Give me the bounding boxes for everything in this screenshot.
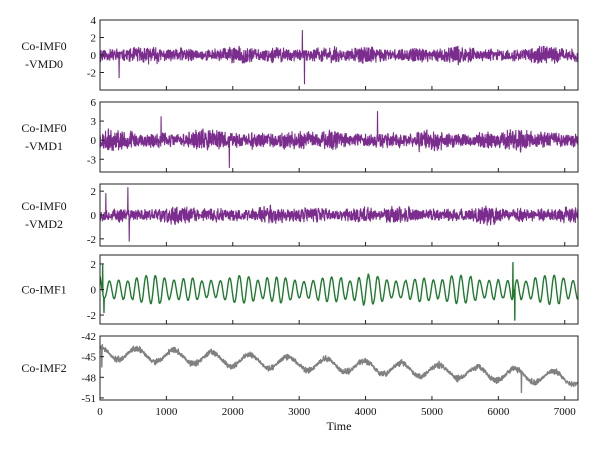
panel-frame-4 xyxy=(99,335,579,401)
series-line-3 xyxy=(100,261,578,321)
panel-label-2-0: Co-IMF0 xyxy=(21,199,66,213)
x-tick-label-1: 1000 xyxy=(155,406,178,418)
panel-frame-1 xyxy=(99,101,579,173)
panel-label-1-1: -VMD1 xyxy=(25,139,63,153)
panel-2: -2 0 2 Co-IMF0 -VMD2 xyxy=(21,183,579,247)
series-line-4 xyxy=(100,343,578,394)
panel-label-0-0: Co-IMF0 xyxy=(21,39,66,53)
series-line-0 xyxy=(100,29,578,85)
x-tick-label-4: 4000 xyxy=(355,406,378,418)
x-axis: 0 1000 2000 3000 4000 5000 6000 7000 xyxy=(97,406,576,418)
y-tick-label-3-2: 2 xyxy=(91,259,97,271)
y-tick-label-0-2: 2 xyxy=(91,33,97,45)
x-tick-label-3: 3000 xyxy=(288,406,311,418)
y-tick-label-1-3: 6 xyxy=(91,97,97,109)
panel-4: -51 -48 -45 -42 Co-IMF2 xyxy=(21,331,579,405)
y-tick-label-2-0: -2 xyxy=(87,234,96,246)
series-line-2 xyxy=(100,187,578,242)
y-tick-label-4-3: -42 xyxy=(81,331,96,343)
y-tick-label-0-0: -2 xyxy=(87,68,96,80)
panel-label-4-0: Co-IMF2 xyxy=(21,361,66,375)
y-tick-label-1-0: -3 xyxy=(87,154,97,166)
x-tick-label-7: 7000 xyxy=(554,406,577,418)
x-tick-label-6: 6000 xyxy=(487,406,510,418)
x-tick-label-2: 2000 xyxy=(222,406,245,418)
y-tick-label-2-1: 0 xyxy=(91,210,97,222)
panel-1: -3 0 3 6 Co-IMF0 -VMD1 xyxy=(21,97,579,173)
y-tick-label-1-1: 0 xyxy=(91,135,97,147)
x-tick-label-0: 0 xyxy=(97,406,103,418)
panels-group: -2 0 2 4 Co-IMF0 -VMD0 -3 0 3 6 Co-IMF0 -VMD1 -2 0 2 Co… xyxy=(21,15,579,405)
panel-3: -2 0 2 Co-IMF1 xyxy=(21,254,579,325)
y-tick-label-3-0: -2 xyxy=(87,310,96,322)
x-axis-label: Time xyxy=(327,419,352,433)
panel-label-1-0: Co-IMF0 xyxy=(21,121,66,135)
y-tick-label-0-3: 4 xyxy=(91,15,97,27)
y-tick-label-2-2: 2 xyxy=(91,186,97,198)
panel-label-2-1: -VMD2 xyxy=(25,217,63,231)
x-tick-label-5: 5000 xyxy=(421,406,444,418)
y-tick-label-0-1: 0 xyxy=(91,50,97,62)
y-tick-label-3-1: 0 xyxy=(91,285,97,297)
y-tick-label-1-2: 3 xyxy=(91,116,97,128)
panel-label-3-0: Co-IMF1 xyxy=(21,283,66,297)
panel-label-0-1: -VMD0 xyxy=(25,57,63,71)
panel-0: -2 0 2 4 Co-IMF0 -VMD0 xyxy=(21,15,579,91)
y-tick-label-4-2: -45 xyxy=(81,352,96,364)
y-tick-label-4-1: -48 xyxy=(81,372,96,384)
y-tick-label-4-0: -51 xyxy=(81,393,96,405)
series-line-1 xyxy=(100,111,578,169)
